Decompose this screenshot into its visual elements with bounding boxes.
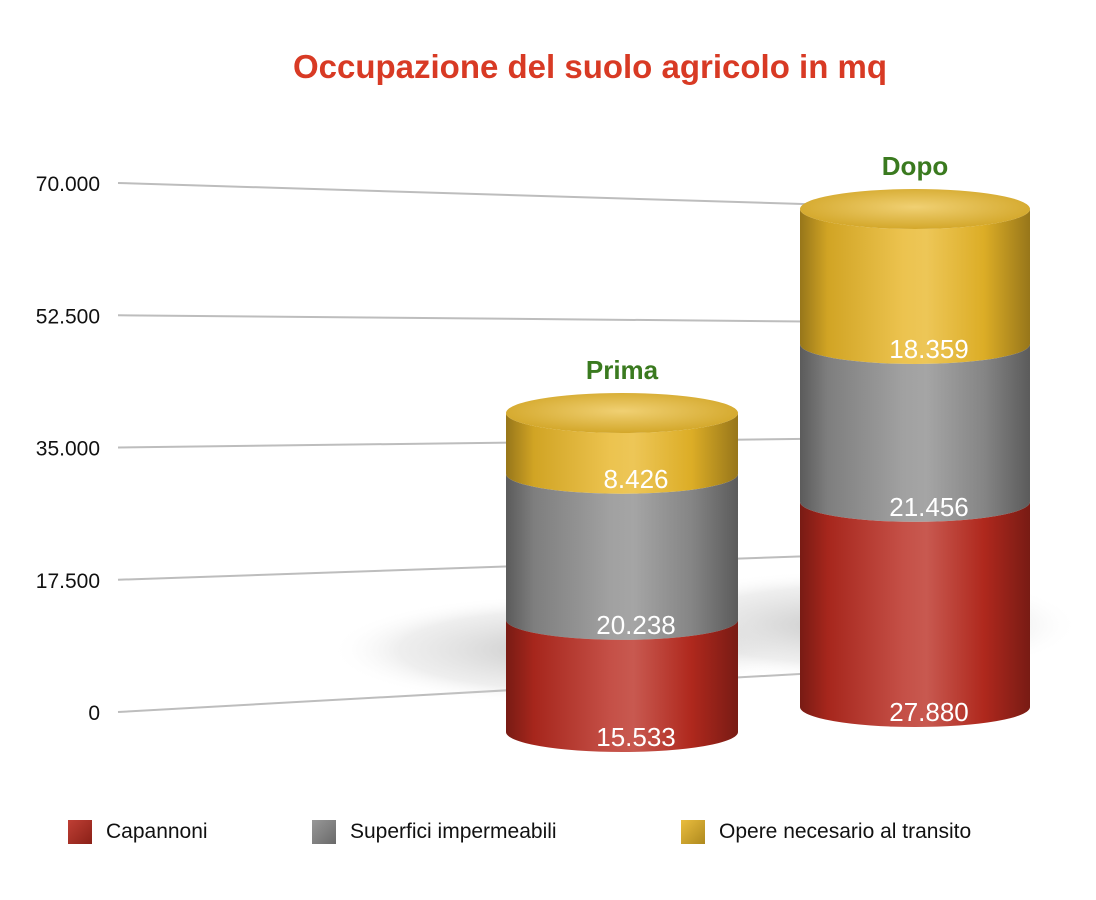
y-tick-label: 52.500 (36, 305, 100, 328)
bar-stack-dopo (800, 189, 1030, 727)
y-tick-label: 70.000 (36, 173, 100, 196)
bar-top-cap (506, 393, 738, 433)
legend-item: Superfici impermeabili (312, 820, 557, 844)
bar-segment-superfici-impermeabili (800, 344, 1030, 522)
gridline (117, 314, 836, 323)
legend-label: Capannoni (106, 820, 208, 843)
y-tick-label: 35.000 (36, 438, 100, 461)
legend-label: Opere necesario al transito (719, 820, 972, 843)
data-labels: 15.533 20.238 8.426 Prima 27.880 21.456 18.359… (586, 151, 969, 752)
category-label-dopo: Dopo (882, 151, 948, 181)
legend-swatch (312, 820, 336, 844)
legend-label: Superfici impermeabili (350, 820, 557, 843)
bar-segment-capannoni (506, 619, 738, 752)
bar-segment-opere-necesario-al-transito (800, 209, 1030, 365)
data-label: 27.880 (889, 697, 969, 727)
gridline (117, 182, 836, 206)
chart-title: Occupazione del suolo agricolo in mq (293, 48, 887, 85)
bar-segment-superfici-impermeabili (506, 473, 738, 640)
data-label: 20.238 (596, 610, 676, 640)
data-label: 15.533 (596, 722, 676, 752)
legend-item: Capannoni (68, 820, 208, 844)
bar-segment-capannoni (800, 501, 1030, 727)
y-tick-label: 0 (88, 702, 100, 725)
y-axis-ticks: 0 17.500 35.000 52.500 70.000 (36, 173, 100, 725)
bar-top-cap (800, 189, 1030, 229)
legend-swatch (681, 820, 705, 844)
legend-item: Opere necesario al transito (681, 820, 971, 844)
category-label-prima: Prima (586, 355, 659, 385)
legend-swatch (68, 820, 92, 844)
data-label: 21.456 (889, 492, 969, 522)
bars (506, 189, 1030, 752)
legend: Capannoni Superfici impermeabili Opere nec… (0, 812, 1096, 852)
data-label: 8.426 (603, 464, 668, 494)
data-label: 18.359 (889, 334, 969, 364)
bar-stack-prima (506, 393, 738, 752)
bar-segment-opere-necesario-al-transito (506, 413, 738, 494)
y-tick-label: 17.500 (36, 570, 100, 593)
